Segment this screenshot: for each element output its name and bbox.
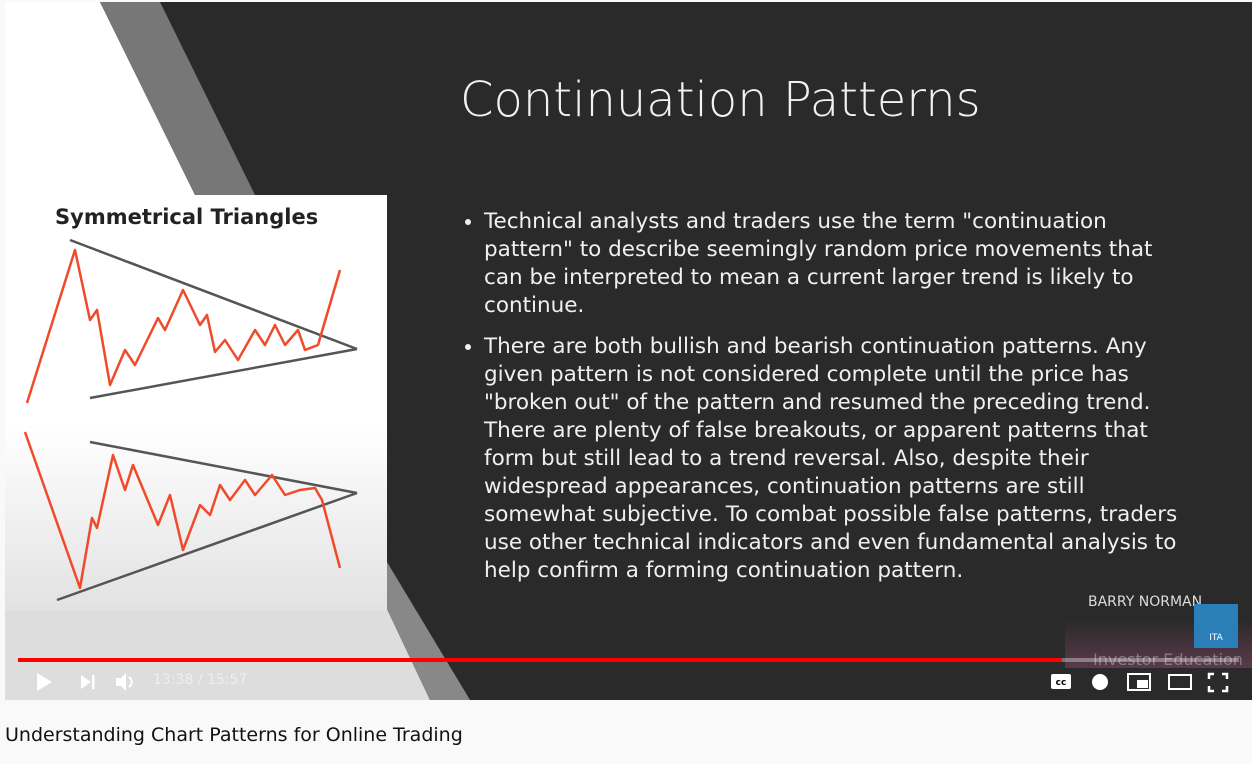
time-display: 13:38 / 15:57 [153, 672, 248, 688]
channel-watermark[interactable]: BARRY NORMAN ITA Investor Education [1065, 588, 1252, 669]
bullet: Technical analysts and traders use the t… [484, 208, 1194, 320]
bullet: There are both bullish and bearish conti… [484, 333, 1194, 585]
figure-title: Symmetrical Triangles [55, 205, 319, 229]
triangle-lines [23, 238, 358, 602]
channel-logo: ITA [1194, 604, 1238, 648]
video-player[interactable]: Symmetrical Triangles Continuation Patte… [5, 2, 1252, 700]
channel-subtitle: Investor Education [1093, 650, 1243, 669]
pattern-figure: Symmetrical Triangles [5, 195, 387, 611]
video-title[interactable]: Understanding Chart Patterns for Online … [5, 724, 463, 746]
channel-name: BARRY NORMAN [1088, 594, 1203, 610]
bullet-list: Technical analysts and traders use the t… [460, 208, 1194, 598]
slide-title: Continuation Patterns [460, 72, 981, 128]
slide-background [5, 2, 470, 700]
